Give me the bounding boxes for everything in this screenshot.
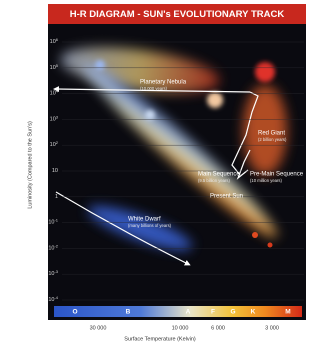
tick-base: 10: [50, 91, 56, 97]
annotation-label: Red Giant: [258, 131, 285, 137]
spectral-class: K: [251, 309, 256, 316]
title-bar: [48, 4, 306, 24]
tick-base: 10: [48, 297, 54, 303]
tick-base: 10: [48, 272, 54, 278]
evolution-track: [53, 86, 259, 266]
tick-base: 10: [50, 39, 56, 45]
y-tick-label: 105: [50, 63, 59, 71]
tick-exp: 2: [56, 140, 59, 145]
annotation-note: (10,000 years): [140, 86, 168, 91]
y-tick-label: 10-4: [48, 295, 58, 303]
tick-base: 10: [50, 65, 56, 71]
y-tick-label: 10-3: [48, 269, 58, 277]
spectral-bar: [54, 306, 302, 317]
spectral-class: M: [285, 309, 290, 316]
y-tick-label: 1: [55, 194, 58, 200]
y-tick-label: 102: [50, 140, 59, 148]
tick-exp: -4: [54, 295, 58, 300]
star: [267, 242, 273, 248]
x-tick-label: 6 000: [211, 325, 225, 331]
white-dwarf-arrow: [55, 191, 191, 266]
star: [255, 62, 275, 82]
spectral-class: F: [211, 309, 215, 316]
x-tick-label: 30 000: [90, 325, 107, 331]
annotation-label: Present Sun: [210, 194, 243, 200]
spectral-class: A: [186, 309, 191, 316]
white-dwarf-region: [88, 206, 192, 250]
planetary-nebula-arrow: [53, 86, 251, 93]
spectral-class: G: [230, 309, 235, 316]
annotation-note: (10 million years): [250, 178, 282, 183]
annotation-label: Main Sequence: [198, 172, 240, 178]
giant-track: [231, 91, 259, 176]
tick-base: 10: [50, 143, 56, 149]
y-axis-title: Luminosity (Compared to the Sun's): [27, 121, 33, 209]
x-tick-label: 10 000: [172, 325, 189, 331]
tick-base: 10: [50, 117, 56, 123]
tick-base: 10: [52, 168, 58, 174]
main-sequence-band: [82, 62, 278, 238]
annotation-note: (2 billion years): [258, 137, 287, 142]
tick-base: 10: [48, 246, 54, 252]
spectral-class: O: [72, 309, 77, 316]
y-tick-label: 106: [50, 37, 59, 45]
tick-exp: 3: [56, 114, 59, 119]
tick-base: 1: [55, 194, 58, 200]
spectral-class: B: [126, 309, 131, 316]
annotation-label: White Dwarf: [128, 217, 161, 223]
tick-exp: -2: [54, 243, 58, 248]
x-tick-label: 3 000: [265, 325, 279, 331]
tick-exp: 6: [56, 37, 59, 42]
title: H-R DIAGRAM - SUN's EVOLUTIONARY TRACK: [70, 9, 285, 20]
annotation-note: (9.5 billion years): [198, 178, 230, 183]
star-regions: [60, 47, 287, 250]
annotation-label: Planetary Nebula: [140, 80, 187, 86]
tick-base: 10: [48, 220, 54, 226]
tick-exp: -3: [54, 269, 58, 274]
tick-exp: -1: [54, 218, 58, 223]
y-tick-label: 104: [50, 89, 59, 97]
tick-exp: 4: [56, 89, 59, 94]
x-axis-title: Surface Temperature (Kelvin): [124, 336, 196, 342]
y-tick-label: 10-2: [48, 243, 58, 251]
star: [145, 110, 155, 120]
pre-main-track: [236, 149, 251, 180]
y-tick-label: 10: [52, 168, 58, 174]
annotation-note: (many billions of years): [128, 223, 172, 228]
star: [252, 232, 258, 238]
y-tick-label: 103: [50, 114, 59, 122]
star: [95, 60, 105, 70]
tick-exp: 5: [56, 63, 59, 68]
y-tick-label: 10-1: [48, 218, 58, 226]
annotation-label: Pre-Main Sequence: [250, 172, 304, 178]
star: [207, 92, 223, 108]
